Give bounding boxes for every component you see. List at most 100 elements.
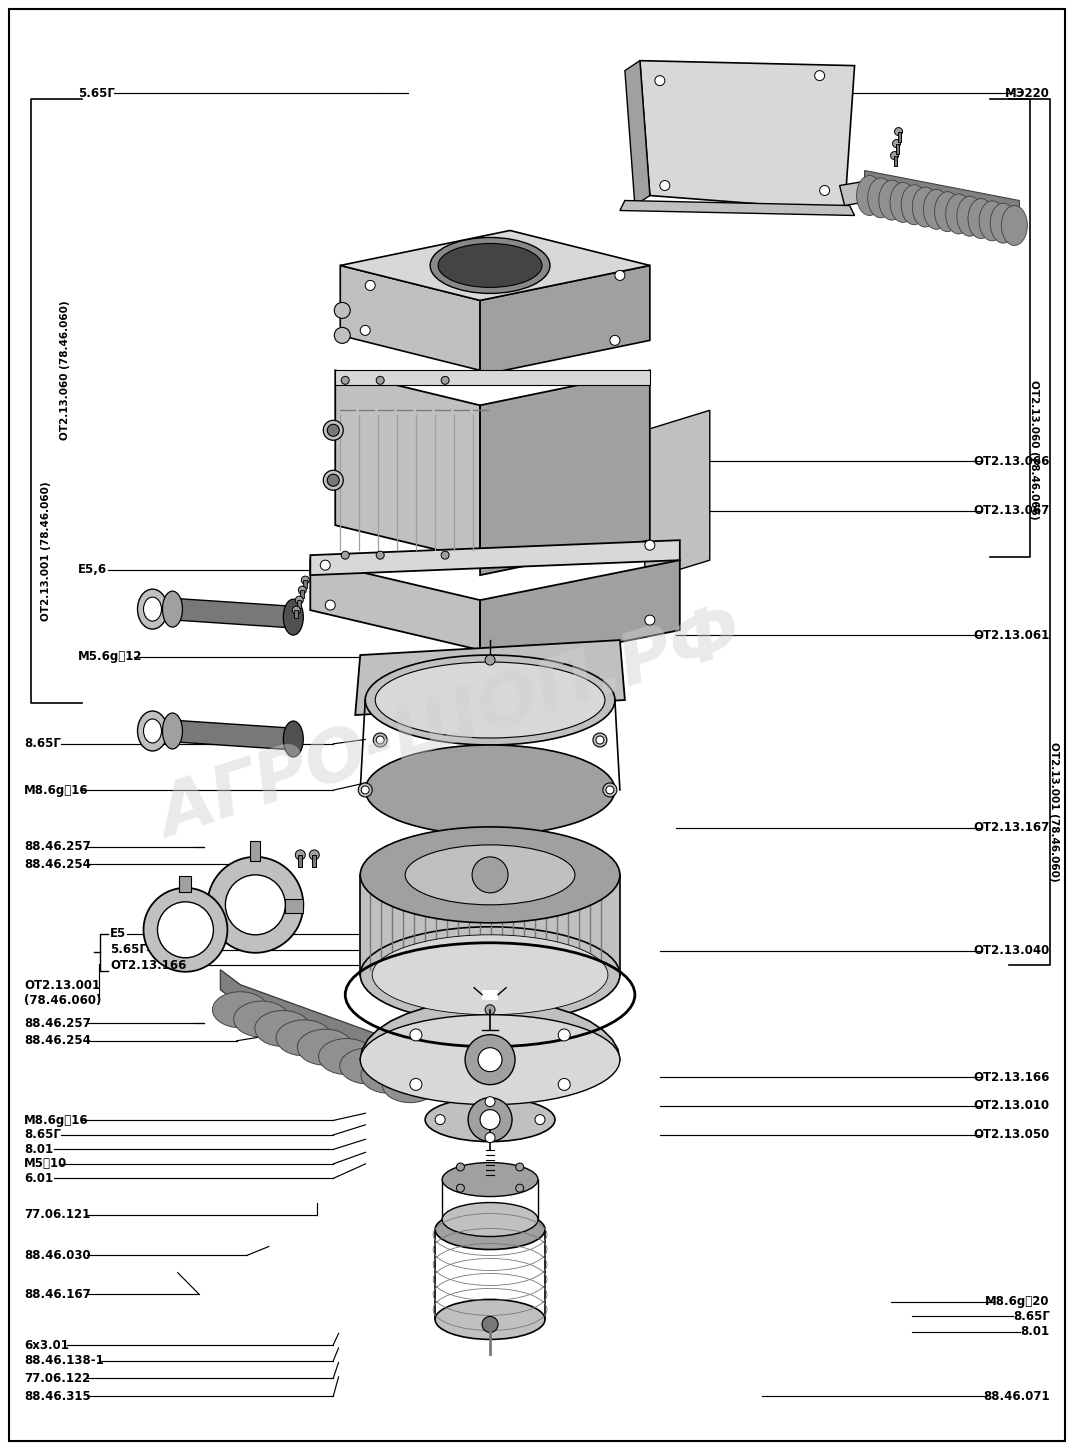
Ellipse shape — [968, 199, 993, 239]
Text: АГРО-ШОП.РФ: АГРО-ШОП.РФ — [150, 597, 752, 853]
Circle shape — [485, 1132, 495, 1143]
Bar — [250, 841, 260, 861]
Text: 6х3.01: 6х3.01 — [25, 1338, 69, 1351]
Ellipse shape — [360, 1015, 620, 1105]
Circle shape — [558, 1079, 570, 1090]
Circle shape — [359, 783, 373, 798]
Polygon shape — [310, 541, 680, 576]
Ellipse shape — [382, 1067, 438, 1102]
Text: М5䐕10: М5䐕10 — [25, 1157, 68, 1170]
Ellipse shape — [234, 1000, 290, 1037]
Ellipse shape — [137, 589, 168, 629]
Text: М5.6g䐕12: М5.6g䐕12 — [78, 651, 143, 664]
Ellipse shape — [946, 194, 972, 233]
Circle shape — [644, 615, 655, 625]
Circle shape — [328, 474, 339, 486]
Polygon shape — [340, 231, 650, 300]
Circle shape — [435, 1115, 445, 1125]
Circle shape — [610, 335, 620, 345]
Text: ОT2.13.061: ОT2.13.061 — [973, 629, 1049, 642]
Ellipse shape — [425, 1098, 555, 1141]
Text: 88.46.030: 88.46.030 — [25, 1248, 91, 1262]
Circle shape — [890, 152, 899, 160]
Circle shape — [334, 303, 350, 319]
Ellipse shape — [438, 244, 542, 287]
Bar — [896, 144, 899, 154]
Ellipse shape — [990, 203, 1016, 244]
Circle shape — [328, 425, 339, 436]
Text: МЭ220: МЭ220 — [1005, 87, 1049, 100]
Text: 8.65Г: 8.65Г — [25, 1128, 61, 1141]
Ellipse shape — [144, 597, 161, 621]
Text: ОT2.13.067: ОT2.13.067 — [973, 505, 1049, 518]
Circle shape — [819, 186, 829, 196]
Circle shape — [295, 850, 305, 860]
Text: ОT2.13.001 (78.46.060): ОT2.13.001 (78.46.060) — [41, 481, 50, 621]
Polygon shape — [840, 180, 874, 206]
Text: ОT2.13.060 (78.46.066): ОT2.13.060 (78.46.066) — [1029, 380, 1039, 519]
Text: ОT2.13.166: ОT2.13.166 — [973, 1070, 1049, 1083]
Circle shape — [376, 551, 384, 560]
Circle shape — [558, 1030, 570, 1041]
Circle shape — [376, 377, 384, 384]
Bar — [898, 132, 900, 142]
Ellipse shape — [365, 745, 615, 835]
Circle shape — [373, 734, 388, 747]
Ellipse shape — [319, 1038, 375, 1074]
Circle shape — [441, 551, 449, 560]
Text: ОT2.13.001
(78.46.060): ОT2.13.001 (78.46.060) — [25, 979, 102, 1006]
Circle shape — [815, 71, 825, 81]
Bar — [894, 155, 897, 165]
Ellipse shape — [890, 183, 916, 222]
Circle shape — [516, 1163, 524, 1172]
Text: 77.06.121: 77.06.121 — [25, 1208, 90, 1221]
Circle shape — [342, 551, 349, 560]
Circle shape — [535, 1115, 545, 1125]
Circle shape — [482, 1317, 498, 1333]
Text: ОT2.13.166: ОT2.13.166 — [111, 958, 187, 972]
Circle shape — [473, 857, 508, 893]
Polygon shape — [640, 61, 855, 210]
Polygon shape — [360, 999, 620, 1070]
Circle shape — [361, 786, 369, 795]
Text: 88.46.138-1: 88.46.138-1 — [25, 1354, 104, 1367]
Polygon shape — [355, 639, 625, 715]
Circle shape — [468, 1098, 512, 1141]
Bar — [301, 590, 304, 597]
Text: 8.01: 8.01 — [1020, 1325, 1049, 1338]
Circle shape — [309, 850, 319, 860]
Circle shape — [485, 655, 495, 666]
Polygon shape — [310, 560, 480, 650]
Circle shape — [365, 280, 375, 290]
Circle shape — [441, 377, 449, 384]
Ellipse shape — [901, 184, 927, 225]
Polygon shape — [480, 370, 650, 576]
Polygon shape — [220, 970, 420, 1070]
Ellipse shape — [857, 175, 883, 216]
Polygon shape — [335, 370, 480, 560]
Circle shape — [299, 586, 306, 594]
Ellipse shape — [284, 599, 303, 635]
Circle shape — [465, 1035, 516, 1085]
Bar — [297, 600, 302, 608]
Circle shape — [334, 328, 350, 344]
Ellipse shape — [1001, 206, 1028, 245]
Text: 8.65Г: 8.65Г — [1013, 1309, 1049, 1322]
Circle shape — [158, 902, 214, 958]
Polygon shape — [620, 200, 855, 216]
Ellipse shape — [284, 721, 303, 757]
Circle shape — [895, 128, 902, 135]
Polygon shape — [480, 560, 680, 670]
Ellipse shape — [879, 180, 904, 220]
Ellipse shape — [375, 663, 605, 738]
Circle shape — [478, 1048, 502, 1072]
Circle shape — [615, 271, 625, 280]
Text: ОT2.13.060 (78.46.060): ОT2.13.060 (78.46.060) — [60, 300, 70, 439]
Circle shape — [655, 75, 665, 86]
Circle shape — [596, 737, 604, 744]
Circle shape — [295, 596, 303, 605]
Text: Е5,6: Е5,6 — [78, 564, 107, 577]
Circle shape — [410, 1079, 422, 1090]
Circle shape — [410, 1030, 422, 1041]
Ellipse shape — [868, 178, 894, 218]
